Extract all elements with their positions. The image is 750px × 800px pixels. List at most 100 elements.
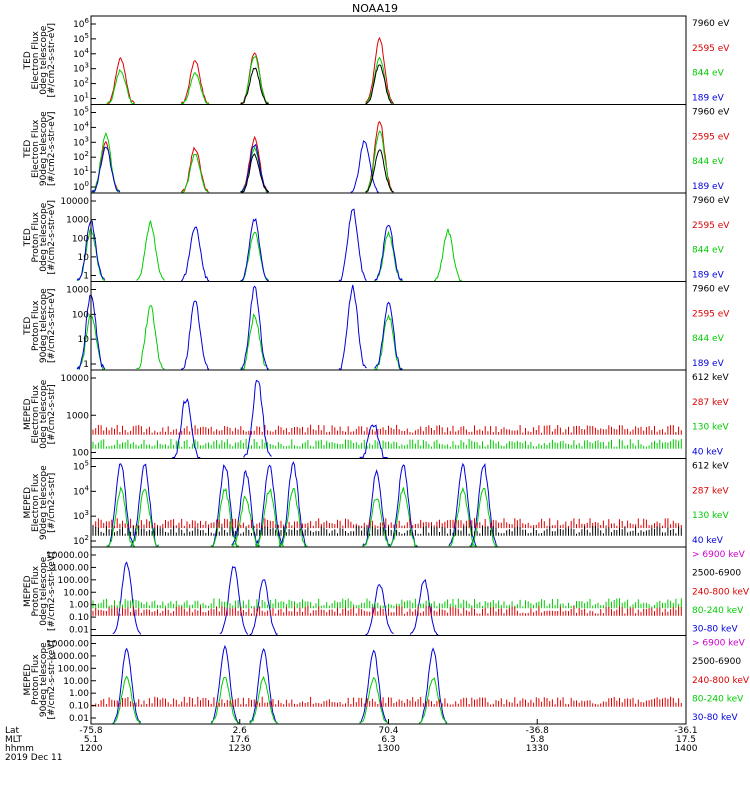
- peak-green-2: [210, 487, 239, 547]
- y-axis-label: Electron Flux: [31, 473, 41, 532]
- y-axis-label: 90deg telescope: [39, 465, 49, 540]
- legend-item: 130 keV: [692, 423, 729, 433]
- legend-item: 189 eV: [692, 182, 725, 192]
- y-tick-label: 1.00: [69, 689, 89, 699]
- y-tick-label: 102: [73, 534, 89, 547]
- peak-blue-2: [210, 464, 239, 547]
- peak-green-2: [240, 313, 269, 370]
- x-tick-label-mlt: 17.5: [676, 735, 696, 745]
- y-tick-label: 100: [73, 180, 89, 193]
- y-axis-label: MEPED: [23, 664, 33, 696]
- y-tick-label: 104: [73, 47, 89, 60]
- peak-blue-1: [181, 300, 210, 370]
- y-axis-label: Electron Flux: [31, 30, 41, 89]
- x-row-label: MLT: [5, 735, 23, 745]
- y-tick-label: 1000.00: [52, 652, 89, 662]
- series-green: [76, 220, 463, 282]
- peak-green-3: [231, 495, 260, 547]
- series-black: [92, 525, 682, 536]
- y-tick-label: 105: [73, 32, 89, 45]
- x-tick-label-mlt: 17.6: [230, 735, 250, 745]
- peak-blue-1: [240, 143, 269, 193]
- y-tick-label: 10: [78, 253, 90, 263]
- y-axis-label: [#/cm2-s-str-eV]: [47, 111, 57, 186]
- peak-green-1: [136, 305, 165, 370]
- x-tick-label-lat: -75.8: [79, 726, 103, 736]
- y-tick-label: 1000: [66, 411, 89, 421]
- y-axis-label: Proton Flux: [31, 300, 41, 351]
- y-axis-label: Proton Flux: [31, 654, 41, 705]
- y-tick-label: 0.10: [69, 613, 89, 623]
- legend-item: 2500-6900: [692, 569, 741, 579]
- legend-item: 30-80 keV: [692, 713, 738, 723]
- x-tick-label-hhmm: 1400: [675, 744, 698, 754]
- y-axis-label: MEPED: [23, 398, 33, 430]
- x-tick-label-hhmm: 1200: [80, 744, 103, 754]
- y-axis-label: [#/cm2-s-str-eV]: [47, 288, 57, 363]
- panel-frame: [90, 281, 687, 371]
- x-tick-label-hhmm: 1330: [526, 744, 549, 754]
- series-blue: [112, 561, 439, 636]
- y-axis-label: Proton Flux: [31, 211, 41, 262]
- legend-item: 2595 eV: [692, 221, 730, 231]
- peak-green-3: [365, 56, 394, 104]
- series-blue: [91, 140, 379, 193]
- y-tick-label: 100.00: [58, 576, 90, 586]
- peak-green-3: [359, 676, 388, 724]
- y-axis-label: 0deg telescope: [39, 202, 49, 272]
- series-blue: [76, 208, 403, 281]
- legend-item: 80-240 keV: [692, 694, 744, 704]
- y-tick-label: 10: [78, 335, 90, 345]
- y-axis-label: Proton Flux: [31, 565, 41, 616]
- y-axis-label: 0deg telescope: [39, 379, 49, 449]
- legend-item: 844 eV: [692, 69, 725, 79]
- y-axis-label: [#/cm2-s-str-keV]: [47, 552, 57, 631]
- peak-green-4: [434, 228, 463, 281]
- x-row-label: hhmm: [5, 744, 34, 754]
- peak-red-1: [180, 60, 210, 104]
- peak-green-5: [279, 487, 308, 547]
- y-axis-label: [#/cm2-s-str-keV]: [47, 640, 57, 719]
- peak-black-0: [240, 153, 269, 193]
- series-green: [106, 485, 498, 547]
- noise-red: [92, 696, 682, 707]
- y-tick-label: 0.01: [69, 626, 89, 636]
- y-axis-label: 90deg telescope: [39, 111, 49, 186]
- peak-blue-4: [409, 578, 439, 635]
- peak-blue-3: [338, 208, 367, 281]
- panel-frame: [90, 635, 687, 725]
- legend-item: 240-800 keV: [692, 676, 750, 686]
- y-tick-label: 105: [73, 106, 89, 119]
- y-axis-label: 90deg telescope: [39, 288, 49, 363]
- series-green: [112, 675, 448, 724]
- peak-blue-3: [365, 584, 394, 635]
- peak-green-0: [106, 69, 135, 104]
- peak-blue-1: [219, 566, 249, 635]
- y-tick-label: 104: [73, 120, 89, 133]
- legend-item: 7960 eV: [692, 108, 730, 118]
- peak-blue-1: [180, 226, 210, 281]
- y-tick-label: 100: [72, 234, 89, 244]
- y-tick-label: 104: [73, 484, 89, 497]
- peak-green-0: [112, 675, 141, 724]
- y-tick-label: 10000.00: [46, 640, 89, 650]
- y-axis-label: [#/cm2-s-str-eV]: [47, 23, 57, 98]
- peak-green-4: [418, 677, 448, 724]
- y-axis-label: TED: [23, 140, 33, 159]
- y-tick-label: 1000: [66, 216, 89, 226]
- legend-item: 130 keV: [692, 511, 729, 521]
- peak-green-1: [210, 676, 239, 724]
- series-red: [92, 696, 682, 707]
- legend-item: 2595 eV: [692, 132, 730, 142]
- legend-item: 40 keV: [692, 448, 724, 458]
- y-tick-label: 10000: [60, 197, 89, 207]
- legend-item: 189 eV: [692, 359, 725, 369]
- peak-black-1: [365, 149, 394, 193]
- peak-blue-2: [359, 424, 388, 459]
- legend-item: 7960 eV: [692, 196, 730, 206]
- panel-frame: [90, 546, 687, 636]
- legend-item: 287 keV: [692, 398, 729, 408]
